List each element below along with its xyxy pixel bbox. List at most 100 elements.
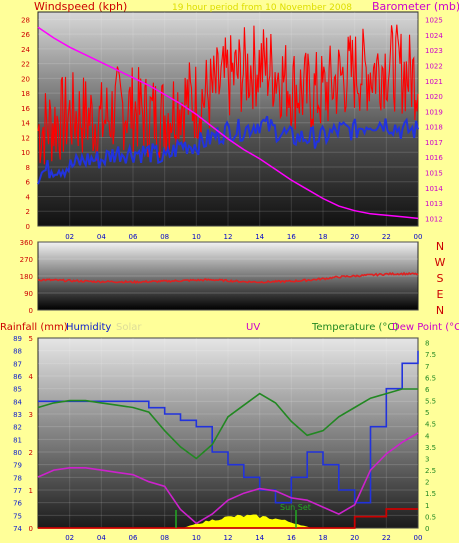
rainfall-tick-label: 0 bbox=[29, 525, 33, 533]
solar-series bbox=[38, 514, 418, 528]
temperature-tick-label: 4 bbox=[425, 432, 430, 440]
barometer-tick-label: 1015 bbox=[425, 170, 443, 178]
panel1-x-tick-label: 06 bbox=[129, 233, 138, 241]
wind-direction-tick-label: 90 bbox=[24, 290, 33, 298]
panel2-ticks: 0 90 180 270 360 bbox=[20, 239, 33, 315]
panel1-right-ticks: 1012 1013 1014 1015 1016 1017 1018 1019 1020 1021… bbox=[425, 17, 443, 224]
temperature-tick-label: 0.5 bbox=[425, 513, 436, 521]
rainfall-tick-label: 1 bbox=[29, 487, 33, 495]
barometer-tick-label: 1020 bbox=[425, 93, 443, 101]
humidity-tick-label: 85 bbox=[13, 386, 22, 394]
wind-direction-series bbox=[37, 271, 419, 285]
humidity-axis-label: Humidity bbox=[66, 322, 111, 333]
panel1-x-tick-label: 10 bbox=[192, 233, 201, 241]
windspeed-tick-label: 4 bbox=[26, 193, 31, 201]
panel3-left-ticks: 74 75 76 77 78 79 80 81 82 83 84 85 86 87 88 89 bbox=[13, 335, 22, 533]
barometer-tick-label: 1019 bbox=[425, 108, 443, 116]
uv-axis-label: UV bbox=[246, 322, 260, 333]
panel1-x-tick-label: 00 bbox=[414, 233, 423, 241]
humidity-tick-label: 80 bbox=[13, 449, 22, 457]
wind-direction-tick-label: 180 bbox=[20, 273, 33, 281]
panel1-series bbox=[37, 24, 419, 220]
windspeed-tick-label: 8 bbox=[26, 164, 30, 172]
panel1-x-ticks: 02 04 06 08 10 12 14 16 18 20 22 00 bbox=[65, 233, 422, 241]
panel1-x-tick-label: 14 bbox=[255, 233, 264, 241]
barometer-tick-label: 1012 bbox=[425, 215, 443, 223]
windspeed-tick-label: 26 bbox=[21, 31, 30, 39]
panel1-x-tick-label: 02 bbox=[65, 233, 74, 241]
wind-gust-series bbox=[37, 24, 419, 165]
temperature-tick-label: 1 bbox=[425, 502, 429, 510]
humidity-tick-label: 76 bbox=[13, 500, 22, 508]
barometer-tick-label: 1024 bbox=[425, 32, 443, 40]
rainfall-series bbox=[38, 508, 418, 529]
panel3-x-tick-label: 10 bbox=[192, 534, 201, 542]
panel3-x-tick-label: 02 bbox=[65, 534, 74, 542]
panel3-x-tick-label: 22 bbox=[382, 534, 391, 542]
solar-axis-label: Solar bbox=[116, 322, 142, 333]
windspeed-tick-label: 18 bbox=[21, 90, 30, 98]
humidity-tick-label: 84 bbox=[13, 398, 22, 406]
panel2-grid bbox=[38, 241, 418, 311]
panel3-x-tick-label: 16 bbox=[287, 534, 296, 542]
wind-direction-tick-label: 360 bbox=[20, 239, 33, 247]
temperature-axis-label: Temperature (°C) bbox=[311, 322, 398, 333]
barometer-tick-label: 1017 bbox=[425, 139, 443, 147]
barometer-axis-label: Barometer (mb) bbox=[372, 0, 459, 13]
rainfall-tick-label: 4 bbox=[29, 373, 34, 381]
panel1-x-tick-label: 18 bbox=[319, 233, 328, 241]
barometer-tick-label: 1023 bbox=[425, 47, 443, 55]
temperature-tick-label: 7 bbox=[425, 363, 429, 371]
windspeed-tick-label: 20 bbox=[21, 75, 30, 83]
rainfall-tick-label: 5 bbox=[29, 335, 33, 343]
panel1-x-tick-label: 22 bbox=[382, 233, 391, 241]
chart-period-title: 19 hour period from 10 November 2008 bbox=[172, 3, 352, 13]
windspeed-tick-label: 2 bbox=[26, 208, 30, 216]
dewpoint-axis-label: Dew Point (°C) bbox=[392, 322, 459, 333]
panel3-left2-ticks: 0 1 2 3 4 5 bbox=[29, 335, 34, 533]
windspeed-axis-label: Windspeed (kph) bbox=[34, 0, 127, 13]
sunset-label: Sun Set bbox=[280, 503, 311, 512]
temperature-tick-label: 6 bbox=[425, 386, 430, 394]
compass-letter: N bbox=[436, 240, 444, 253]
compass-letter: N bbox=[436, 304, 444, 317]
barometer-tick-label: 1014 bbox=[425, 185, 443, 193]
temperature-tick-label: 8 bbox=[425, 340, 429, 348]
windspeed-tick-label: 10 bbox=[21, 149, 30, 157]
humidity-tick-label: 89 bbox=[13, 335, 22, 343]
temperature-tick-label: 3.5 bbox=[425, 444, 436, 452]
humidity-tick-label: 75 bbox=[13, 512, 22, 520]
windspeed-tick-label: 28 bbox=[21, 16, 30, 24]
barometer-tick-label: 1018 bbox=[425, 124, 443, 132]
humidity-tick-label: 81 bbox=[13, 436, 22, 444]
temperature-tick-label: 5 bbox=[425, 409, 429, 417]
humidity-tick-label: 83 bbox=[13, 411, 22, 419]
humidity-tick-label: 79 bbox=[13, 462, 22, 470]
windspeed-tick-label: 22 bbox=[21, 61, 30, 69]
windspeed-tick-label: 16 bbox=[21, 105, 30, 113]
temperature-tick-label: 2.5 bbox=[425, 467, 436, 475]
barometer-tick-label: 1025 bbox=[425, 17, 443, 25]
temperature-tick-label: 3 bbox=[425, 455, 429, 463]
humidity-tick-label: 87 bbox=[13, 360, 22, 368]
wind-average-series bbox=[37, 115, 419, 185]
barometer-tick-label: 1022 bbox=[425, 63, 443, 71]
panel1-x-tick-label: 04 bbox=[97, 233, 106, 241]
windspeed-tick-label: 0 bbox=[26, 223, 30, 231]
panel3-series bbox=[37, 350, 419, 529]
panel3-x-tick-label: 06 bbox=[129, 534, 138, 542]
panel3-x-tick-label: 08 bbox=[160, 534, 169, 542]
windspeed-tick-label: 6 bbox=[26, 179, 31, 187]
barometer-series bbox=[37, 26, 419, 220]
panel3-x-tick-label: 14 bbox=[255, 534, 264, 542]
panel3-x-tick-label: 00 bbox=[414, 534, 423, 542]
compass-letter: E bbox=[437, 288, 444, 301]
panel3-x-ticks: 02 04 06 08 10 12 14 16 18 20 22 00 bbox=[65, 534, 422, 542]
dewpoint-series bbox=[37, 432, 419, 525]
compass-letter: W bbox=[435, 256, 446, 269]
humidity-tick-label: 82 bbox=[13, 424, 22, 432]
